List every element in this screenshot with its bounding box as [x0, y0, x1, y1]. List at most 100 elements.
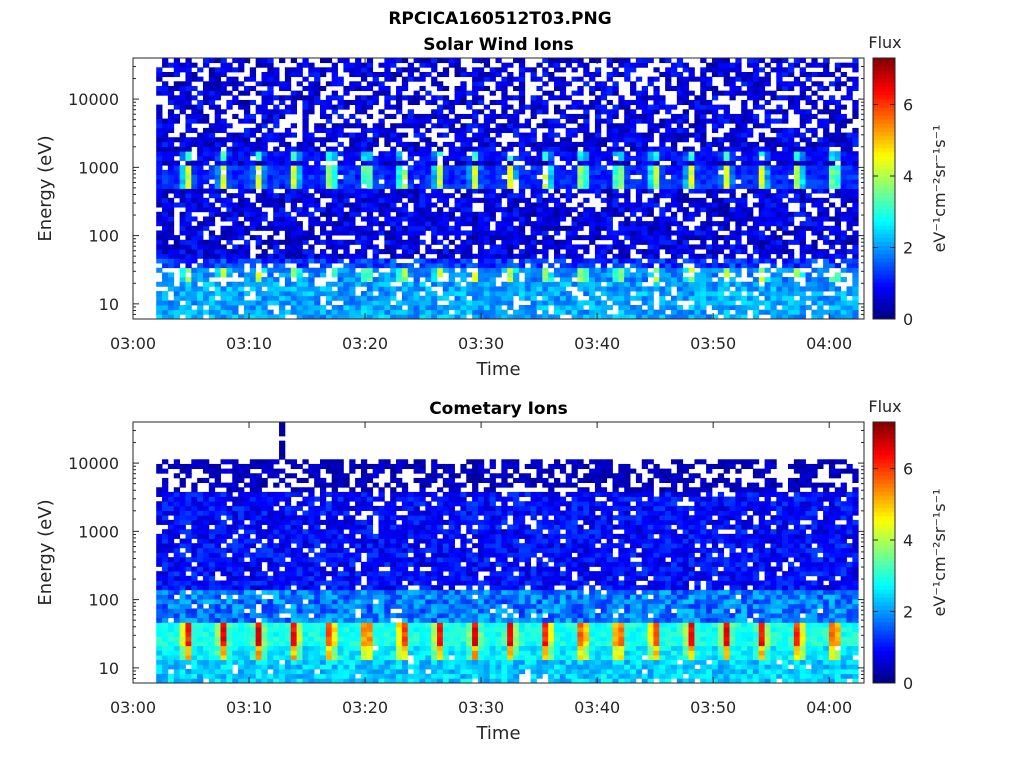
heatmap-cell: [173, 193, 181, 199]
heatmap-cell: [764, 305, 771, 311]
heatmap-cell: [577, 104, 584, 110]
heatmap-cell: [203, 141, 210, 147]
heatmap-cell: [460, 244, 467, 250]
heatmap-cell: [513, 202, 520, 208]
heatmap-cell: [425, 71, 432, 78]
heatmap-cell: [390, 263, 397, 269]
heatmap-cell: [612, 160, 619, 166]
heatmap-cell: [542, 300, 549, 306]
heatmap-cell: [378, 174, 385, 180]
heatmap-cell: [320, 258, 327, 264]
heatmap-cell: [834, 216, 842, 222]
heatmap-cell: [366, 127, 374, 133]
heatmap-cell: [489, 211, 496, 217]
heatmap-cell: [600, 188, 608, 194]
heatmap-cell: [647, 169, 654, 175]
heatmap-cell: [711, 253, 719, 259]
heatmap-cell: [349, 309, 356, 315]
heatmap-cell: [489, 305, 496, 311]
heatmap-cell: [653, 90, 660, 96]
heatmap-cell: [524, 235, 531, 241]
heatmap-cell: [495, 263, 502, 269]
heatmap-cell: [817, 123, 824, 129]
heatmap-cell: [197, 235, 204, 241]
heatmap-cell: [700, 104, 707, 110]
heatmap-cell: [747, 118, 754, 124]
heatmap-cell: [442, 99, 450, 106]
heatmap-cell: [811, 71, 818, 78]
heatmap-cell: [624, 174, 631, 180]
heatmap-cell: [191, 109, 198, 115]
heatmap-cell: [378, 225, 385, 231]
heatmap-cell: [770, 230, 777, 236]
heatmap-cell: [413, 267, 420, 273]
heatmap-cell: [554, 81, 561, 87]
heatmap-cell: [758, 123, 765, 129]
heatmap-cell: [501, 216, 508, 222]
heatmap-cell: [700, 272, 707, 278]
heatmap-cell: [577, 62, 584, 68]
heatmap-cell: [565, 300, 572, 306]
heatmap-cell: [337, 95, 344, 101]
heatmap-cell: [320, 253, 327, 259]
heatmap-cell: [489, 291, 496, 297]
heatmap-cell: [483, 169, 491, 175]
heatmap-cell: [548, 174, 555, 180]
heatmap-cell: [261, 249, 268, 255]
heatmap-cell: [460, 253, 467, 259]
heatmap-cell: [518, 81, 526, 87]
heatmap-cell: [290, 71, 297, 78]
heatmap-cell: [413, 216, 420, 222]
heatmap-cell: [185, 183, 192, 189]
heatmap-cell: [536, 305, 543, 311]
heatmap-cell: [431, 272, 438, 278]
heatmap-cell: [700, 67, 707, 73]
heatmap-cell: [267, 202, 274, 208]
heatmap-cell: [770, 90, 777, 96]
heatmap-cell: [676, 281, 684, 287]
heatmap-cell: [594, 132, 602, 138]
heatmap-cell: [758, 95, 765, 101]
heatmap-cell: [366, 137, 374, 143]
heatmap-cell: [226, 267, 233, 273]
heatmap-cell: [167, 235, 175, 241]
heatmap-cell: [723, 155, 730, 161]
heatmap-cell: [360, 300, 368, 306]
heatmap-cell: [501, 123, 508, 129]
heatmap-cell: [653, 249, 660, 255]
heatmap-cell: [823, 104, 830, 110]
heatmap-cell: [472, 309, 479, 315]
heatmap-cell: [425, 58, 432, 64]
heatmap-cell: [823, 235, 830, 241]
heatmap-cell: [325, 207, 333, 213]
heatmap-cell: [624, 300, 631, 306]
heatmap-cell: [331, 81, 338, 87]
heatmap-cells: [156, 58, 859, 320]
heatmap-cell: [296, 309, 303, 315]
heatmap-cell: [647, 239, 654, 245]
heatmap-cell: [290, 291, 297, 297]
heatmap-cell: [805, 272, 812, 278]
heatmap-cell: [302, 314, 309, 320]
heatmap-cell: [197, 300, 204, 306]
heatmap-cell: [249, 305, 257, 311]
heatmap-cell: [600, 197, 608, 203]
heatmap-cell: [483, 183, 491, 189]
heatmap-cell: [197, 188, 204, 194]
heatmap-cell: [653, 95, 660, 101]
heatmap-cell: [811, 104, 818, 110]
heatmap-cell: [554, 151, 561, 157]
heatmap-cell: [518, 123, 526, 129]
heatmap-cell: [238, 314, 245, 320]
heatmap-cell: [530, 211, 537, 217]
heatmap-cell: [249, 272, 257, 278]
heatmap-cell: [197, 309, 204, 315]
heatmap-cell: [454, 207, 461, 213]
heatmap-cell: [793, 239, 801, 245]
heatmap-cell: [729, 295, 736, 301]
heatmap-cell: [407, 151, 414, 157]
heatmap-cell: [302, 137, 309, 143]
heatmap-cell: [559, 123, 567, 129]
heatmap-cell: [583, 146, 590, 152]
heatmap-cell: [162, 295, 169, 301]
